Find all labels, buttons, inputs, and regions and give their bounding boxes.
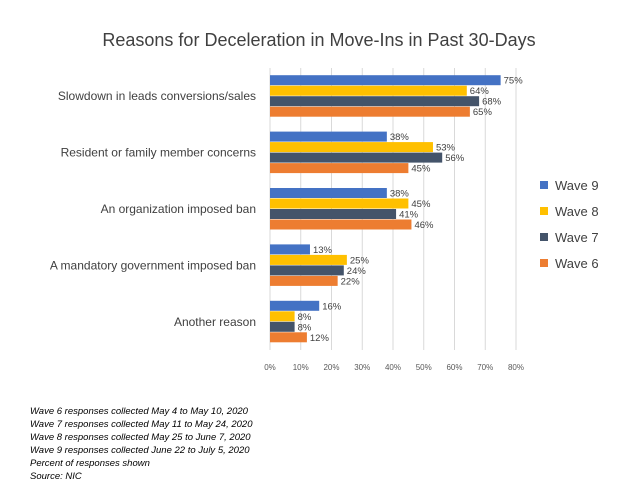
x-tick-label: 70%	[477, 363, 493, 372]
legend-swatch	[540, 233, 548, 241]
legend-label: Wave 7	[555, 229, 599, 245]
bar	[270, 254, 347, 265]
bar	[270, 96, 480, 107]
data-label: 46%	[414, 220, 434, 231]
bar	[270, 275, 338, 286]
legend-label: Wave 8	[555, 203, 599, 219]
data-label: 65%	[473, 107, 493, 118]
category-label: A mandatory government imposed ban	[50, 258, 256, 272]
data-label: 41%	[399, 210, 419, 221]
footnote: Source: NIC	[30, 471, 82, 482]
bar	[270, 321, 295, 332]
legend-swatch	[540, 207, 548, 215]
data-label: 38%	[390, 189, 410, 200]
x-tick-label: 0%	[264, 363, 276, 372]
chart-title: Reasons for Deceleration in Move-Ins in …	[102, 30, 536, 50]
x-tick-label: 30%	[354, 363, 370, 372]
bar	[270, 152, 443, 163]
legend-item: Wave 7	[540, 224, 599, 250]
bar	[270, 75, 501, 86]
bar	[270, 300, 320, 311]
data-label: 53%	[436, 143, 456, 154]
data-label: 8%	[298, 312, 312, 323]
data-label: 12%	[310, 333, 330, 344]
data-label: 45%	[411, 164, 431, 175]
data-label: 68%	[482, 97, 502, 108]
data-label: 45%	[411, 199, 431, 210]
x-tick-label: 50%	[416, 363, 432, 372]
legend-item: Wave 6	[540, 250, 599, 276]
legend-label: Wave 6	[555, 255, 599, 271]
bar	[270, 188, 387, 198]
legend-swatch	[540, 181, 548, 189]
data-label: 22%	[341, 276, 361, 287]
bar	[270, 311, 295, 322]
bar	[270, 332, 307, 343]
footnote: Wave 7 responses collected May 11 to May…	[30, 419, 253, 430]
data-label: 75%	[504, 76, 524, 87]
bar	[270, 198, 409, 209]
x-tick-label: 40%	[385, 363, 401, 372]
bar	[270, 106, 470, 117]
x-tick-label: 20%	[323, 363, 339, 372]
footnote: Wave 8 responses collected May 25 to Jun…	[30, 432, 251, 443]
data-label: 8%	[298, 322, 312, 333]
legend-item: Wave 9	[540, 172, 599, 198]
bar	[270, 142, 433, 153]
category-label: Another reason	[174, 315, 256, 329]
bars	[270, 75, 501, 343]
footnotes: Wave 6 responses collected May 4 to May …	[30, 405, 253, 483]
legend-label: Wave 9	[555, 177, 599, 193]
category-labels: Slowdown in leads conversions/sales Resid…	[50, 89, 256, 329]
bar	[270, 85, 467, 96]
legend: Wave 9 Wave 8 Wave 7 Wave 6	[540, 172, 599, 276]
category-label: Slowdown in leads conversions/sales	[58, 89, 256, 103]
x-tick-label: 10%	[293, 363, 309, 372]
footnote: Wave 6 responses collected May 4 to May …	[30, 406, 248, 417]
bar	[270, 219, 412, 230]
data-label: 64%	[470, 86, 490, 97]
category-label: Resident or family member concerns	[61, 146, 256, 160]
data-label: 13%	[313, 245, 333, 256]
bar	[270, 244, 310, 255]
legend-item: Wave 8	[540, 198, 599, 224]
bar	[270, 209, 397, 219]
category-label: An organization imposed ban	[101, 202, 256, 216]
data-label: 38%	[390, 132, 410, 143]
x-tick-label: 60%	[446, 363, 462, 372]
data-label: 56%	[445, 153, 465, 164]
data-labels: 75%64%68%65%38%53%56%45%38%45%41%46%13%2…	[298, 76, 524, 344]
bar	[270, 163, 409, 174]
footnote: Percent of responses shown	[30, 458, 150, 469]
bar	[270, 265, 344, 276]
data-label: 25%	[350, 255, 370, 266]
legend-swatch	[540, 259, 548, 267]
bar	[270, 131, 387, 142]
data-label: 24%	[347, 266, 367, 277]
x-tick-label: 80%	[508, 363, 524, 372]
x-axis-ticks: 0% 10% 20% 30% 40% 50% 60% 70% 80%	[264, 363, 524, 372]
footnote: Wave 9 responses collected June 22 to Ju…	[30, 445, 250, 456]
data-label: 16%	[322, 301, 342, 312]
